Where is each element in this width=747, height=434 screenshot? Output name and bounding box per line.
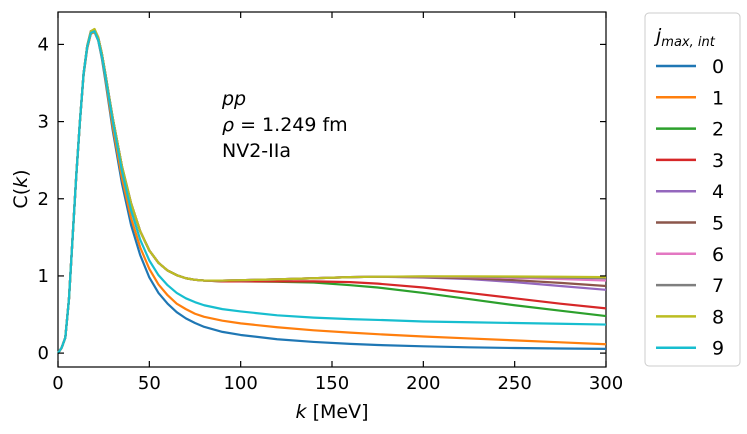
legend-box — [644, 12, 741, 367]
x-tick-label: 50 — [138, 373, 161, 394]
legend-label-5: 5 — [712, 213, 724, 235]
y-tick-label: 1 — [38, 266, 49, 287]
x-tick-label: 200 — [406, 373, 440, 394]
annotation-line-2: ρ = 1.249 fm — [222, 114, 348, 136]
legend-items: 0 1 2 3 4 5 6 7 8 9 — [656, 56, 724, 360]
legend-label-2: 2 — [712, 119, 724, 141]
x-tick-label: 100 — [223, 373, 257, 394]
legend-label-3: 3 — [712, 150, 724, 172]
x-tick-label: 250 — [497, 373, 531, 394]
y-tick-label: 2 — [38, 189, 49, 210]
legend-label-0: 0 — [712, 56, 724, 78]
series-line-9 — [57, 30, 607, 354]
y-tick-label: 0 — [38, 343, 49, 364]
x-axis-label: k [MeV] — [296, 401, 369, 423]
legend-label-6: 6 — [712, 244, 724, 266]
y-tick-label: 3 — [38, 112, 49, 133]
legend: jmax, int 0 1 2 3 4 5 6 7 8 9 — [644, 12, 741, 367]
x-tick-label: 0 — [52, 373, 63, 394]
legend-title: jmax, int — [653, 25, 716, 50]
annotation-line-3: NV2-IIa — [222, 140, 291, 162]
x-tick-label: 300 — [589, 373, 623, 394]
x-tick-label: 150 — [315, 373, 349, 394]
series-lines — [57, 27, 607, 354]
legend-label-9: 9 — [712, 338, 724, 360]
legend-label-1: 1 — [712, 87, 724, 109]
annotation-line-1: pp — [221, 88, 246, 110]
axis-ticks: 0 50 100 150 200 250 300 0 1 2 3 4 — [38, 12, 623, 394]
annotation: pp ρ = 1.249 fm NV2-IIa — [221, 88, 348, 162]
legend-label-8: 8 — [712, 306, 724, 328]
legend-label-7: 7 — [712, 275, 724, 297]
legend-label-4: 4 — [712, 181, 724, 203]
plot-frame — [57, 11, 607, 368]
y-tick-label: 4 — [38, 34, 49, 55]
y-axis-label: C(k) — [10, 169, 32, 208]
